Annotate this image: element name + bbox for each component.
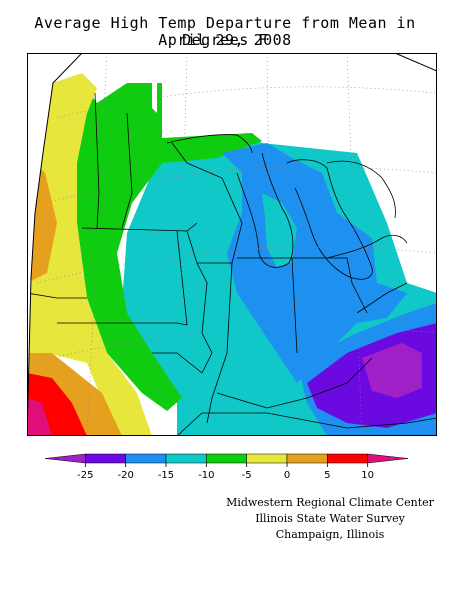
map-frame-box — [27, 53, 437, 436]
credit-mrcc: Midwestern Regional Climate Center — [226, 496, 434, 509]
map-date: April 29, 2008 — [158, 31, 292, 49]
map-title: Average High Temp Departure from Mean in… — [34, 14, 416, 49]
legend-swatch — [165, 453, 207, 464]
region-magenta-southwest — [27, 398, 52, 436]
legend-tick-label: -25 — [77, 470, 93, 481]
color-legend: -25 -20 -15 -10 -5 0 5 10 — [44, 453, 409, 481]
legend-tick-label: 0 — [284, 470, 290, 481]
region-violet-east — [362, 343, 422, 398]
legend-swatch — [44, 453, 86, 464]
credit-location: Champaign, Illinois — [275, 528, 385, 541]
region-green — [53, 83, 262, 411]
legend-tick-label: -15 — [158, 470, 174, 481]
legend-tick-label: 10 — [361, 470, 374, 481]
legend-tick-label: -20 — [117, 470, 133, 481]
legend-swatch — [367, 453, 409, 464]
credit-isws: Illinois State Water Survey — [255, 512, 405, 525]
legend-swatch — [286, 453, 328, 464]
region-cyan-inner — [262, 193, 297, 268]
map-border — [27, 53, 437, 436]
legend-swatch — [125, 453, 167, 464]
legend-swatch — [246, 453, 288, 464]
temperature-departure-map — [27, 53, 437, 436]
legend-swatch — [85, 453, 126, 464]
state-boundaries — [27, 92, 437, 436]
legend-swatch — [206, 453, 247, 464]
legend-swatch — [327, 453, 368, 464]
legend-tick-label: -5 — [242, 470, 252, 481]
region-yellow — [27, 73, 152, 436]
legend-tick-label: -10 — [198, 470, 214, 481]
legend-tick-label: 5 — [324, 470, 330, 481]
